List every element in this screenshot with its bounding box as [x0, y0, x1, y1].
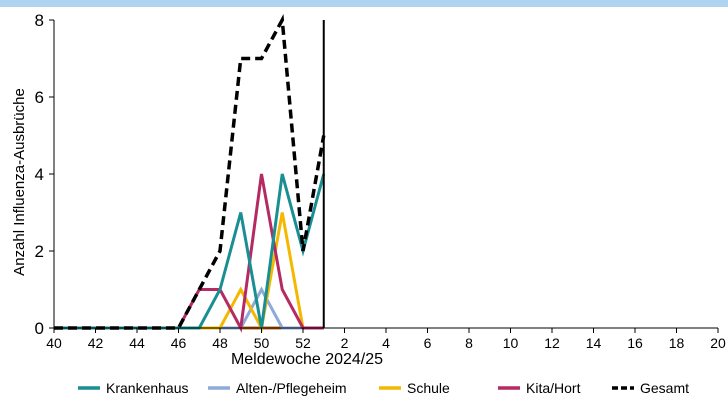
x-tick-label: 12	[544, 335, 560, 351]
series-line-krankenhaus	[54, 173, 326, 330]
legend-label: Gesamt	[640, 380, 689, 396]
x-tick-label: 42	[88, 335, 104, 351]
x-tick-label: 52	[295, 335, 311, 351]
y-tick-label: 6	[35, 88, 44, 107]
legend-label: Schule	[407, 380, 450, 396]
x-tick-label: 20	[710, 335, 726, 351]
x-tick-label: 40	[46, 335, 62, 351]
top-bar	[0, 0, 728, 7]
x-tick-label: 2	[341, 335, 349, 351]
y-tick-label: 4	[35, 165, 44, 184]
legend-label: Alten-/Pflegeheim	[236, 380, 347, 396]
x-tick-label: 44	[129, 335, 145, 351]
y-tick-label: 8	[35, 11, 44, 30]
y-tick-label: 2	[35, 242, 44, 261]
x-tick-label: 16	[627, 335, 643, 351]
series-line-kita-hort	[54, 173, 324, 333]
legend-label: Kita/Hort	[526, 380, 581, 396]
x-axis-label: Meldewoche 2024/25	[231, 351, 383, 368]
axes	[53, 20, 718, 329]
y-tick-label: 0	[35, 319, 44, 338]
x-tick-label: 6	[424, 335, 432, 351]
legend: Krankenhaus Alten-/Pflegeheim Schule Kita/H…	[78, 380, 689, 396]
x-tick-label: 48	[212, 335, 228, 351]
x-tick-label: 10	[503, 335, 519, 351]
x-tick-label: 8	[465, 335, 473, 351]
x-tick-label: 4	[382, 335, 390, 351]
series-lines	[54, 14, 326, 333]
x-tick-label: 46	[171, 335, 187, 351]
y-axis-label: Anzahl Influenza-Ausbrüche	[11, 88, 28, 276]
x-tick-label: 14	[586, 335, 602, 351]
x-tick-label: 50	[254, 335, 270, 351]
legend-label: Krankenhaus	[106, 380, 189, 396]
x-tick-label: 18	[669, 335, 685, 351]
